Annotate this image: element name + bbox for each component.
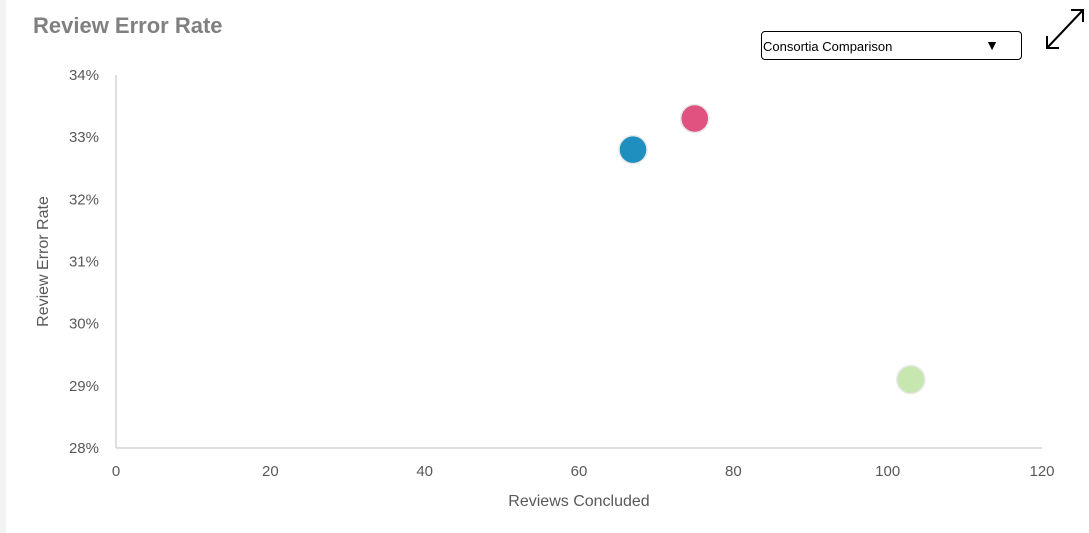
y-tick-label: 28% (69, 440, 99, 457)
comparison-dropdown[interactable]: Consortia Comparison ▼ (761, 31, 1022, 60)
data-points (618, 103, 926, 395)
dropdown-selected-value: Consortia Comparison (763, 39, 893, 54)
chart-title: Review Error Rate (33, 13, 223, 38)
x-tick-label: 80 (725, 463, 742, 480)
y-tick-label: 33% (69, 129, 99, 146)
left-edge-strip (0, 0, 6, 533)
x-axis-title: Reviews Concluded (508, 493, 649, 510)
x-tick-labels: 0 20 40 60 80 100 120 (112, 463, 1055, 480)
x-tick-label: 100 (875, 463, 900, 480)
y-tick-label: 30% (69, 316, 99, 333)
scatter-point[interactable] (680, 103, 710, 134)
scatter-point[interactable] (896, 364, 926, 395)
y-tick-label: 34% (69, 67, 99, 84)
x-tick-label: 20 (262, 463, 279, 480)
y-tick-label: 31% (69, 254, 99, 271)
x-tick-label: 40 (416, 463, 433, 480)
scatter-point[interactable] (618, 134, 648, 165)
y-tick-labels: 28% 29% 30% 31% 32% 33% 34% (69, 67, 99, 457)
y-axis-title: Review Error Rate (35, 196, 52, 327)
y-tick-label: 32% (69, 191, 99, 208)
x-tick-label: 60 (571, 463, 588, 480)
x-tick-label: 120 (1029, 463, 1054, 480)
dropdown-caret-icon: ▼ (985, 37, 999, 53)
y-tick-label: 29% (69, 378, 99, 395)
x-tick-label: 0 (112, 463, 120, 480)
expand-icon[interactable] (1043, 6, 1087, 52)
